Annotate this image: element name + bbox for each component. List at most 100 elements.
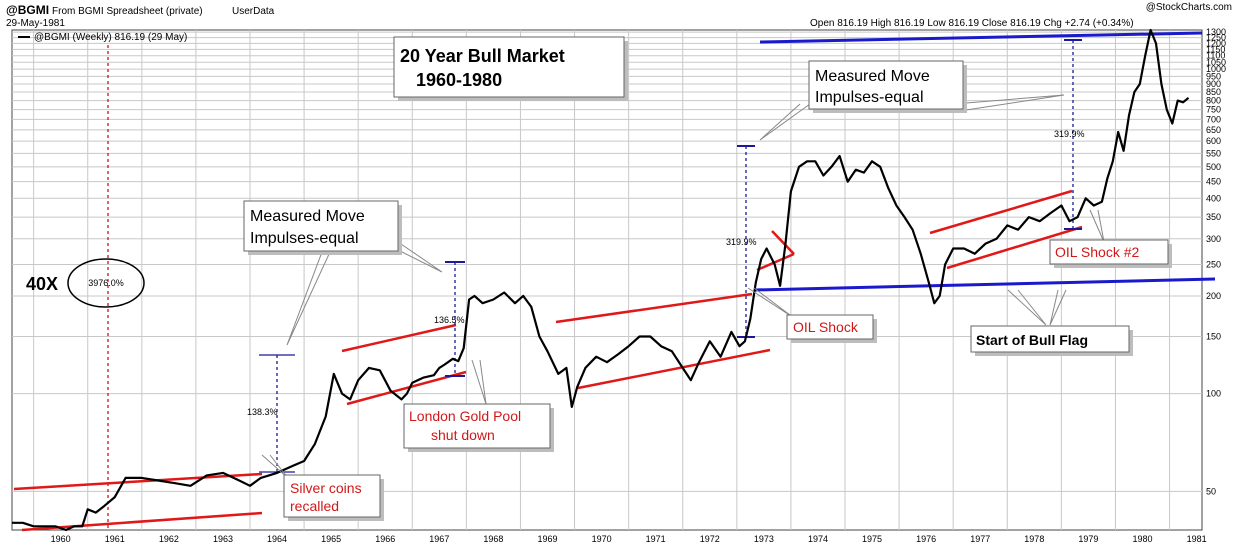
x-tick-label: 1975 [862, 534, 882, 544]
x-tick-label: 1960 [51, 534, 71, 544]
pct-label-3199b: 319.9% [1054, 129, 1085, 139]
y-axis: 50 100 150 200 250 300 350 400 450 500 550 60065070… [1206, 27, 1226, 496]
symbol-label: @BGMI [6, 3, 49, 17]
x-tick-label: 1981 [1187, 534, 1207, 544]
mm1-line1: Measured Move [250, 208, 365, 225]
channel-upper-1966 [341, 323, 457, 353]
date-label: 29-May-1981 [6, 18, 65, 29]
channel-lower-1977 [946, 225, 1083, 270]
y-tick-label: 200 [1206, 291, 1221, 301]
y-tick-label: 850 [1206, 87, 1221, 97]
x-tick-label: 1967 [429, 534, 449, 544]
y-tick-label: 450 [1206, 177, 1221, 187]
mm1-line2: Impulses-equal [250, 230, 359, 247]
channel-lower-1970 [577, 348, 771, 390]
x-tick-label: 1972 [700, 534, 720, 544]
x-tick-label: 1978 [1024, 534, 1044, 544]
x-tick-label: 1970 [592, 534, 612, 544]
mm2-line2: Impulses-equal [815, 89, 924, 106]
silver-line2: recalled [290, 498, 339, 514]
silver-line1: Silver coins [290, 480, 362, 496]
channel-lower-1966 [346, 370, 467, 406]
y-tick-label: 1250 [1206, 33, 1226, 43]
x-tick-label: 1977 [970, 534, 990, 544]
title-box-line1: 20 Year Bull Market [400, 46, 565, 66]
channel-lines [13, 189, 1083, 532]
measured-move-box-1 [243, 200, 399, 252]
y-tick-label: 500 [1206, 162, 1221, 172]
x-tick-label: 1966 [375, 534, 395, 544]
channel-upper-1960s [13, 472, 263, 491]
y-tick-label: 550 [1206, 148, 1221, 158]
x-tick-label: 1973 [754, 534, 774, 544]
pct-label-3976: 3976.0% [88, 278, 124, 288]
y-tick-label: 700 [1206, 114, 1221, 124]
oil-shock-2-label: OIL Shock #2 [1055, 244, 1140, 260]
channel-lower-1960s [21, 511, 263, 532]
london-line1: London Gold Pool [409, 408, 521, 424]
x-axis: 1960 1961 1962 1963 1964 1965 1966 1967 1968 1969… [51, 534, 1207, 544]
y-tick-label: 1050 [1206, 57, 1226, 67]
y-tick-label: 350 [1206, 212, 1221, 222]
x-tick-label: 1964 [267, 534, 287, 544]
x-tick-label: 1971 [646, 534, 666, 544]
watermark: @StockCharts.com [1146, 2, 1232, 13]
x-tick-label: 1974 [808, 534, 828, 544]
y-tick-label: 650 [1206, 125, 1221, 135]
mm2-line1: Measured Move [815, 68, 930, 85]
source-label: From BGMI Spreadsheet (private) [52, 6, 203, 17]
y-tick-label: 100 [1206, 389, 1221, 399]
x-tick-label: 1979 [1078, 534, 1098, 544]
title-box [393, 36, 625, 98]
y-tick-label: 1000 [1206, 64, 1226, 74]
oil-shock-2-box [1049, 239, 1169, 265]
y-tick-label: 1200 [1206, 38, 1226, 48]
y-tick-label: 150 [1206, 331, 1221, 341]
legend-entry: @BGMI (Weekly) 816.19 (29 May) [34, 32, 187, 43]
flag-1973-bottom [756, 252, 795, 272]
y-tick-label: 600 [1206, 136, 1221, 146]
y-tick-label: 800 [1206, 96, 1221, 106]
y-tick-label: 1100 [1206, 51, 1225, 61]
y-tick-label: 900 [1206, 79, 1221, 89]
x-tick-label: 1961 [105, 534, 125, 544]
x-tick-label: 1963 [213, 534, 233, 544]
bull-flag-label: Start of Bull Flag [976, 332, 1088, 348]
y-tick-label: 750 [1206, 105, 1221, 115]
y-tick-label: 50 [1206, 486, 1216, 496]
oil-shock-label: OIL Shock [793, 319, 859, 335]
y-tick-label: 1150 [1206, 44, 1225, 54]
flag-1973-top [771, 230, 795, 255]
london-line2: shut down [431, 427, 495, 443]
ohlc-readout: Open 816.19 High 816.19 Low 816.19 Close… [810, 18, 1134, 29]
channel-upper-1970 [555, 292, 753, 324]
y-tick-label: 300 [1206, 234, 1221, 244]
plot-area [11, 29, 1203, 531]
y-tick-label: 250 [1206, 260, 1221, 270]
y-tick-label: 400 [1206, 193, 1221, 203]
x-tick-label: 1968 [483, 534, 503, 544]
x-tick-label: 1965 [321, 534, 341, 544]
x-tick-label: 1962 [159, 534, 179, 544]
y-tick-label: 1300 [1206, 27, 1226, 37]
measure-markers [259, 39, 1082, 473]
pct-oval [67, 258, 145, 308]
pct-label-3199a: 319.9% [726, 237, 757, 247]
london-gold-pool-box [403, 403, 551, 449]
bull-flag-box [970, 325, 1130, 353]
pct-label-1383: 138.3% [247, 407, 278, 417]
userdata-label: UserData [232, 6, 275, 17]
channel-upper-1977 [929, 189, 1073, 235]
pct-label-1365: 136.5% [434, 315, 465, 325]
measured-move-box-2 [808, 60, 964, 110]
title-box-line2: 1960-1980 [416, 70, 502, 90]
x-tick-label: 1969 [537, 534, 557, 544]
oil-shock-box [786, 314, 874, 340]
resistance-line-top [759, 31, 1203, 44]
silver-coins-box [283, 474, 381, 518]
support-line-bull-flag [754, 277, 1216, 292]
x-tick-label: 1980 [1132, 534, 1152, 544]
forty-x-label: 40X [26, 274, 58, 294]
x-tick-label: 1976 [916, 534, 936, 544]
